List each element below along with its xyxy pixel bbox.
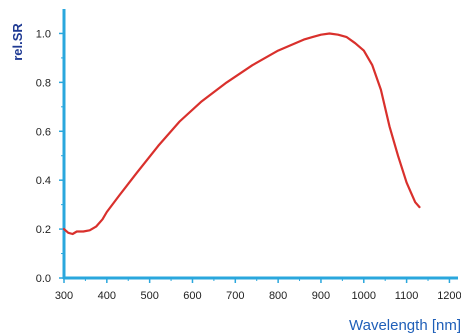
y-tick-label: 0.2: [36, 224, 51, 236]
x-tick-label: 600: [183, 290, 201, 302]
y-tick-label: 0.8: [36, 77, 51, 89]
y-tick-label: 1.0: [36, 28, 51, 40]
plot-area: 0.0 0.2 0.4 0.6 0.8 1.0 300 400 500 600 700 800 900 1…: [36, 9, 461, 302]
y-tick-label: 0.0: [36, 273, 51, 285]
x-tick-label: 800: [269, 290, 287, 302]
x-tick-label: 300: [55, 290, 73, 302]
x-tick-label: 900: [312, 290, 330, 302]
x-axis-title: Wavelength [nm]: [349, 317, 461, 334]
x-tick-label: 1100: [395, 290, 419, 302]
x-tick-label: 700: [226, 290, 244, 302]
x-tick-label: 1000: [352, 290, 376, 302]
x-tick-label: 1200: [437, 290, 461, 302]
y-tick-label: 0.4: [36, 175, 51, 187]
y-tick-label: 0.6: [36, 126, 51, 138]
x-tick-label: 400: [98, 290, 116, 302]
x-tick-label: 500: [140, 290, 158, 302]
y-axis-title: rel.SR: [10, 23, 25, 61]
series-line-0: [62, 32, 421, 236]
